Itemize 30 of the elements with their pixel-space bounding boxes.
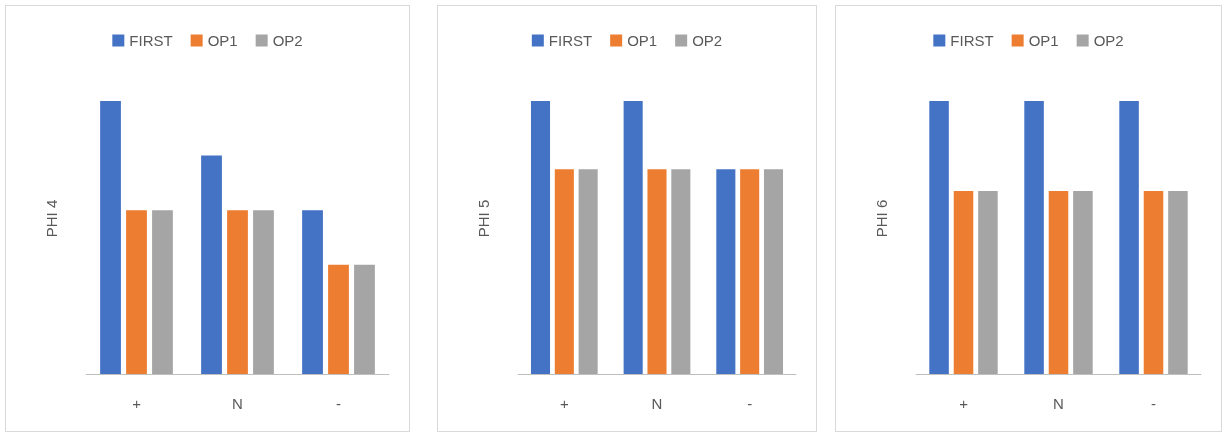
x-tick-label: - — [336, 395, 341, 412]
x-tick-label: + — [559, 395, 569, 412]
bar — [302, 210, 323, 374]
bar — [328, 264, 349, 374]
bar — [253, 210, 274, 374]
x-tick-label: - — [1151, 395, 1156, 412]
legend-label: FIRST — [129, 32, 173, 49]
x-tick-label: N — [1053, 395, 1064, 412]
legend-label: OP2 — [272, 32, 303, 49]
bar — [201, 155, 222, 374]
legend-label: OP2 — [692, 32, 723, 49]
legend-label: OP2 — [1093, 32, 1124, 49]
legend-label: OP1 — [1028, 32, 1059, 49]
x-tick-label: + — [959, 395, 969, 412]
legend-label: FIRST — [950, 32, 994, 49]
bar — [227, 210, 248, 374]
y-axis-title: PHI 4 — [43, 199, 60, 238]
bar — [354, 264, 375, 374]
y-axis-title: PHI 6 — [873, 199, 890, 238]
bar — [126, 210, 147, 374]
x-tick-label: N — [651, 395, 663, 412]
bar — [152, 210, 173, 374]
legend-label: OP1 — [627, 32, 658, 49]
legend-label: FIRST — [548, 32, 593, 49]
legend-label: OP1 — [207, 32, 238, 49]
x-tick-label: N — [232, 395, 243, 412]
x-tick-label: + — [132, 395, 142, 412]
y-axis-title: PHI 5 — [475, 199, 492, 238]
x-tick-label: - — [747, 395, 753, 412]
bar — [100, 101, 121, 374]
